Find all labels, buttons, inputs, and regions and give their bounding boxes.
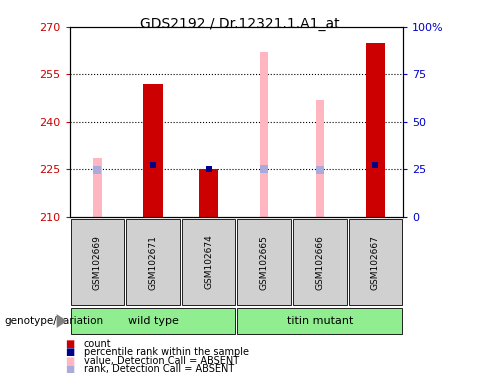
Bar [199, 169, 218, 217]
Text: ■: ■ [65, 364, 74, 374]
Text: GSM102671: GSM102671 [148, 235, 157, 290]
Bar [366, 43, 385, 217]
Text: GSM102669: GSM102669 [93, 235, 102, 290]
Text: ■: ■ [65, 347, 74, 357]
Bar [316, 100, 324, 217]
Text: wild type: wild type [128, 316, 179, 326]
Bar [93, 158, 102, 217]
Text: value, Detection Call = ABSENT: value, Detection Call = ABSENT [84, 356, 239, 366]
Text: rank, Detection Call = ABSENT: rank, Detection Call = ABSENT [84, 364, 234, 374]
Text: ■: ■ [65, 356, 74, 366]
Text: count: count [84, 339, 112, 349]
Text: GSM102665: GSM102665 [260, 235, 269, 290]
Text: GDS2192 / Dr.12321.1.A1_at: GDS2192 / Dr.12321.1.A1_at [140, 17, 340, 31]
Text: GSM102667: GSM102667 [371, 235, 380, 290]
Bar [143, 84, 163, 217]
Bar [260, 52, 268, 217]
Text: GSM102674: GSM102674 [204, 235, 213, 290]
Text: percentile rank within the sample: percentile rank within the sample [84, 347, 249, 357]
Text: genotype/variation: genotype/variation [5, 316, 104, 326]
Text: GSM102666: GSM102666 [315, 235, 324, 290]
Text: ■: ■ [65, 339, 74, 349]
Text: titin mutant: titin mutant [287, 316, 353, 326]
